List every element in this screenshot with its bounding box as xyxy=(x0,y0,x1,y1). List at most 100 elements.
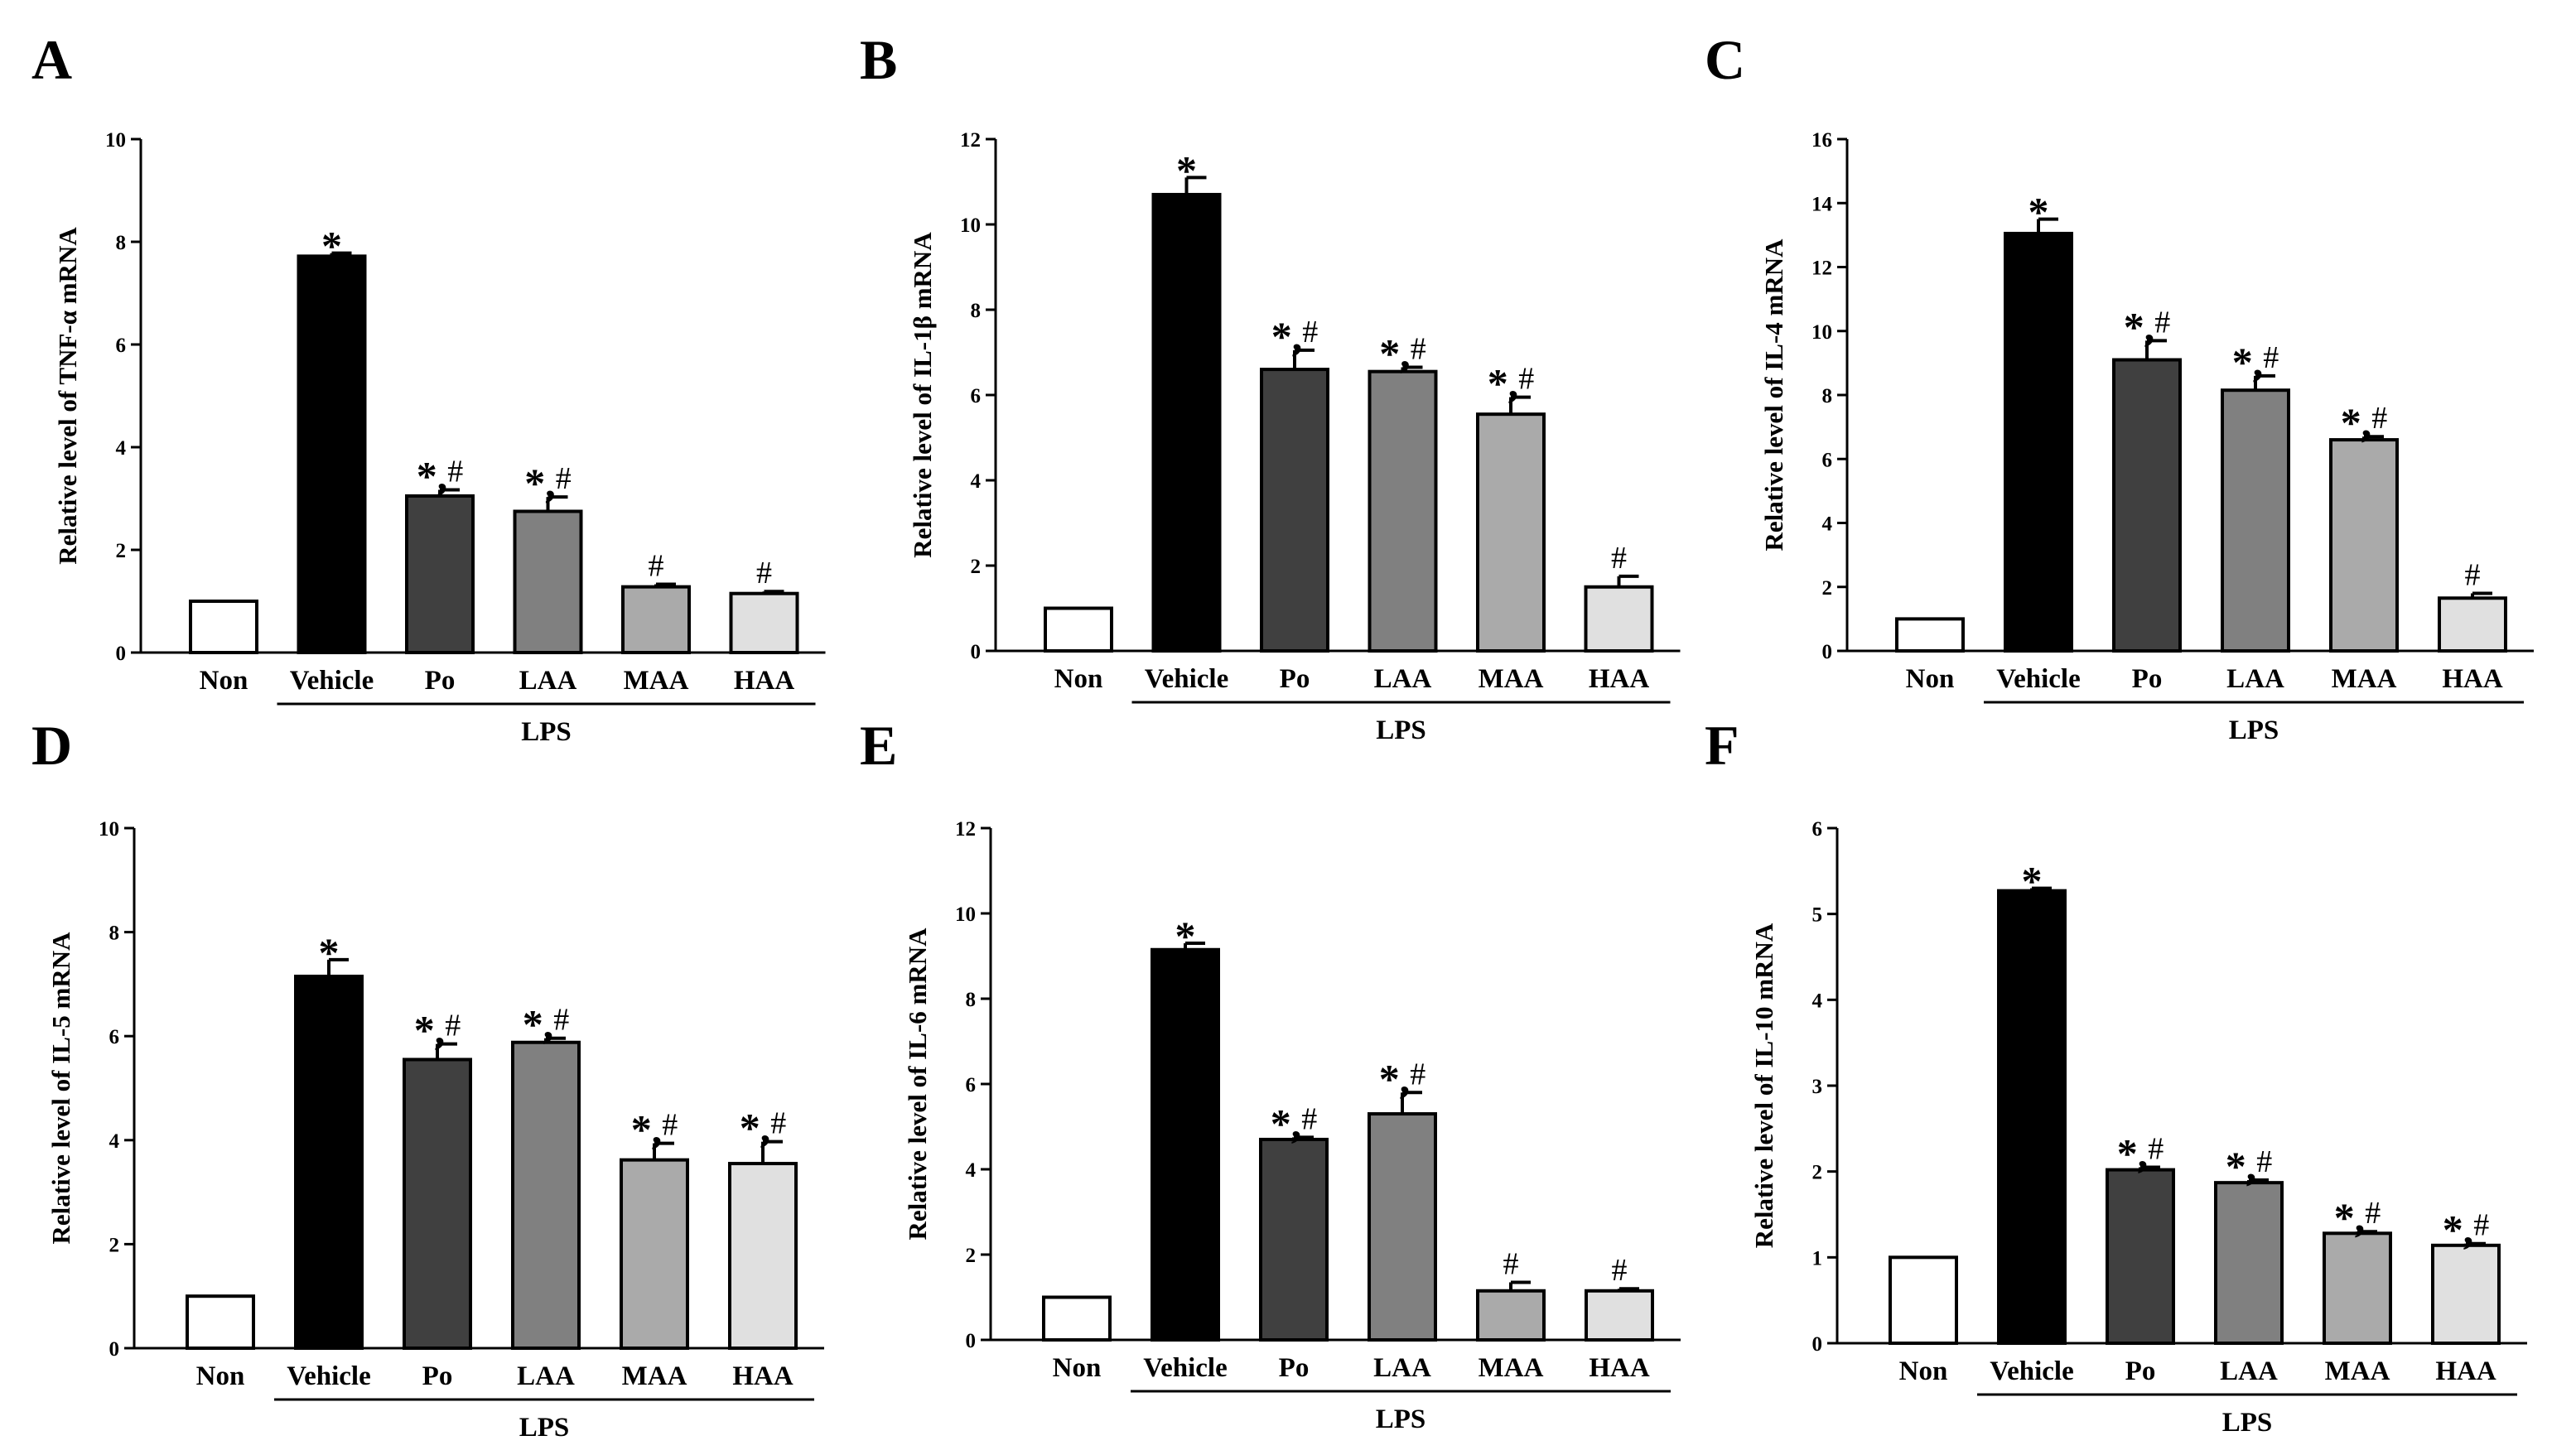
panel-letter: D xyxy=(31,714,72,777)
chart-panel-b: B 0 2 4 6 8 10 12 Relative level of IL-1β mRNA No… xyxy=(860,28,1681,745)
category-label: MAA xyxy=(2325,1356,2390,1386)
group-label-lps: LPS xyxy=(2229,715,2279,745)
category-label: MAA xyxy=(1479,1353,1544,1383)
y-tick-label: 2 xyxy=(966,1245,977,1267)
category-label: Po xyxy=(2125,1356,2156,1386)
y-tick-label: 0 xyxy=(966,1330,977,1352)
bar-laa xyxy=(1368,1112,1437,1342)
y-tick-label: 2 xyxy=(109,1234,120,1256)
bar-po xyxy=(403,1058,472,1350)
bar-vehicle xyxy=(294,974,364,1350)
chart-panel-e: E 0 2 4 6 8 10 12 Relative level of IL-6 mRNA Non… xyxy=(860,714,1681,1434)
y-tick-label: 0 xyxy=(116,643,127,665)
bar-po xyxy=(1260,368,1329,653)
bar-po xyxy=(2106,1168,2175,1346)
group-label-lps: LPS xyxy=(2222,1408,2273,1438)
y-axis-title: Relative level of IL-1β mRNA xyxy=(908,232,937,558)
category-label: MAA xyxy=(622,1361,687,1391)
panel-letter: B xyxy=(860,28,897,91)
bar-maa xyxy=(2323,1231,2392,1345)
bar-po xyxy=(2112,358,2182,653)
y-tick-label: 6 xyxy=(109,1026,120,1048)
bar-po xyxy=(405,494,475,655)
category-label: HAA xyxy=(732,1361,794,1391)
group-label-lps: LPS xyxy=(519,1413,570,1443)
y-tick-label: 10 xyxy=(99,818,119,841)
y-axis-title: Relative level of IL-5 mRNA xyxy=(46,932,75,1245)
y-tick-label: 10 xyxy=(1811,321,1832,344)
y-tick-label: 2 xyxy=(1812,1162,1823,1184)
category-label: MAA xyxy=(624,666,689,696)
category-label: Po xyxy=(422,1361,453,1391)
bar-maa xyxy=(2329,438,2399,653)
bar-laa xyxy=(2214,1181,2284,1345)
category-label: HAA xyxy=(1589,1353,1650,1383)
bar-vehicle xyxy=(2004,231,2073,653)
significance-label: * xyxy=(2022,858,2043,904)
bar-non xyxy=(186,1294,255,1350)
y-tick-label: 10 xyxy=(105,129,126,152)
significance-label: # xyxy=(1611,541,1627,576)
y-axis-title: Relative level of TNF-α mRNA xyxy=(53,227,82,565)
bar-non xyxy=(189,600,258,654)
category-label: HAA xyxy=(2442,664,2503,694)
significance-label: # xyxy=(1503,1246,1519,1281)
significance-label: *,# xyxy=(631,1106,678,1153)
category-label: HAA xyxy=(1589,664,1650,694)
bar-vehicle xyxy=(1151,947,1220,1342)
y-tick-label: 4 xyxy=(116,437,127,460)
bar-haa xyxy=(1585,1289,1654,1342)
y-tick-label: 12 xyxy=(960,129,981,152)
group-label-lps: LPS xyxy=(1376,1404,1426,1434)
category-label: Vehicle xyxy=(1145,664,1228,694)
y-tick-label: 12 xyxy=(955,818,976,841)
bar-laa xyxy=(2221,388,2290,653)
y-tick-label: 6 xyxy=(116,335,127,357)
bar-vehicle xyxy=(1997,889,2067,1345)
y-tick-label: 2 xyxy=(116,540,127,562)
significance-label: *,# xyxy=(524,460,572,506)
category-label: LAA xyxy=(517,1361,575,1391)
significance-label: *,# xyxy=(417,452,464,499)
bar-haa xyxy=(728,1162,798,1351)
y-axis-title: Relative level of IL-10 mRNA xyxy=(1749,923,1778,1248)
y-axis-title: Relative level of IL-4 mRNA xyxy=(1759,238,1788,552)
y-tick-label: 4 xyxy=(1812,990,1823,1012)
y-tick-label: 0 xyxy=(109,1338,120,1361)
category-label: Non xyxy=(200,666,248,696)
category-label: Non xyxy=(1053,1353,1102,1383)
significance-label: # xyxy=(756,556,772,590)
y-axis-title: Relative level of IL-6 mRNA xyxy=(903,927,932,1241)
bar-laa xyxy=(513,509,583,654)
significance-label: *,# xyxy=(2232,339,2279,385)
y-tick-label: 4 xyxy=(966,1159,977,1182)
significance-label: *,# xyxy=(2124,303,2171,349)
category-label: LAA xyxy=(519,666,577,696)
category-label: HAA xyxy=(2435,1356,2496,1386)
significance-label: # xyxy=(2465,557,2481,592)
y-tick-label: 6 xyxy=(1812,818,1823,841)
significance-label: *,# xyxy=(2117,1130,2164,1176)
significance-label: *,# xyxy=(2334,1194,2381,1241)
category-label: Non xyxy=(1054,664,1103,694)
significance-label: *,# xyxy=(523,1001,570,1048)
category-label: Po xyxy=(1279,1353,1310,1383)
bar-maa xyxy=(620,1158,689,1350)
y-tick-label: 6 xyxy=(971,385,982,407)
y-tick-label: 10 xyxy=(955,903,976,926)
category-label: Non xyxy=(1899,1356,1948,1386)
group-label-lps: LPS xyxy=(521,717,572,747)
category-label: Vehicle xyxy=(1143,1353,1227,1383)
significance-label: * xyxy=(1176,147,1197,193)
bar-vehicle xyxy=(1151,192,1222,653)
category-label: MAA xyxy=(1479,664,1544,694)
bar-non xyxy=(1889,1255,1958,1346)
category-label: Vehicle xyxy=(1996,664,2080,694)
bar-maa xyxy=(621,585,691,655)
y-tick-label: 0 xyxy=(1812,1333,1823,1356)
category-label: Po xyxy=(1280,664,1310,694)
chart-panel-a: A 0 2 4 6 8 10 Relative level of TNF-α mRNA Non *… xyxy=(31,28,826,747)
significance-label: *,# xyxy=(740,1105,787,1151)
y-tick-label: 8 xyxy=(116,232,127,254)
